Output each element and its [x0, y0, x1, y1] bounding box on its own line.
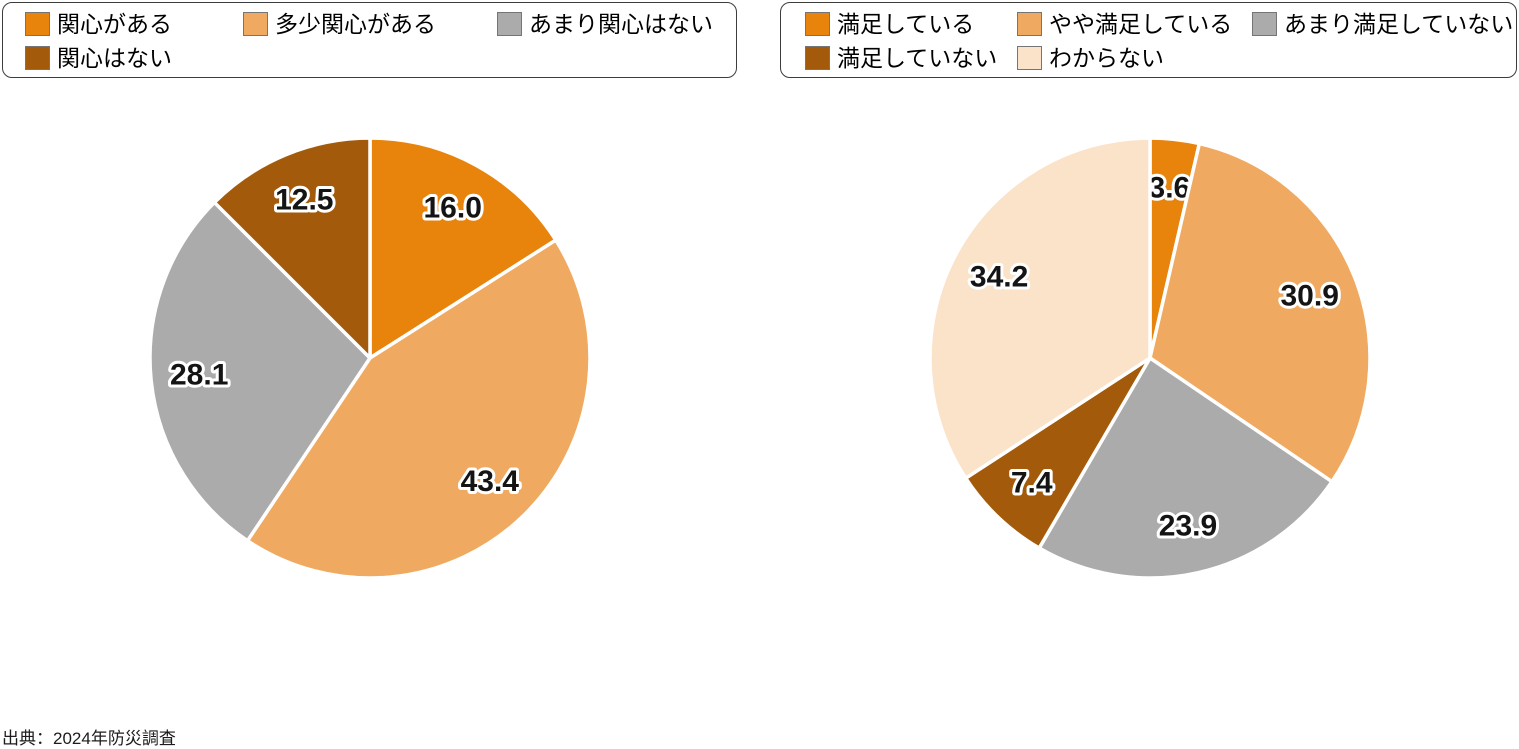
- legend-item: 満足している: [805, 12, 1017, 36]
- legend-item: わからない: [1017, 46, 1252, 70]
- pie-slice: [368, 136, 558, 360]
- pie-value-label: 23.9: [1159, 509, 1217, 542]
- legend-satisfaction: 満足している やや満足している あまり満足していない満足していない わからない: [780, 2, 1517, 78]
- pie-slice: [963, 356, 1152, 550]
- pie-value-label: 34.2: [970, 260, 1028, 293]
- pie-value-label: 3.6: [1149, 172, 1191, 205]
- pie-slice: [245, 238, 592, 580]
- pie-value-label: 7.4: [1011, 466, 1053, 499]
- legend-swatch: [243, 12, 268, 36]
- legend-swatch: [497, 12, 522, 36]
- legend-item: 関心はない: [25, 46, 243, 70]
- source-note: 出典：2024年防災調査: [2, 729, 176, 748]
- legend-swatch: [25, 46, 50, 70]
- pie-value-label: 30.9: [1281, 279, 1339, 312]
- pie-value-label: 16.0: [424, 192, 482, 225]
- legend-swatch: [1252, 12, 1277, 36]
- legend-swatch: [805, 12, 830, 36]
- legend-swatch: [1017, 46, 1042, 70]
- legend-swatch: [1017, 12, 1042, 36]
- legend-item: あまり満足していない: [1252, 12, 1516, 36]
- pie-value-label: 43.4: [461, 465, 520, 498]
- pie-slice: [212, 136, 372, 360]
- legend-label: あまり関心はない: [529, 10, 713, 37]
- legend-label: 関心はない: [57, 44, 172, 71]
- legend-item: あまり関心はない: [497, 12, 736, 36]
- legend-label: やや満足している: [1049, 10, 1233, 37]
- legend-item: 多少関心がある: [243, 12, 497, 36]
- pie-slice: [148, 200, 372, 543]
- legend-interest: 関心がある 多少関心がある あまり関心はない関心はない: [2, 2, 737, 78]
- legend-label: 満足している: [837, 10, 975, 37]
- legend-swatch: [805, 46, 830, 70]
- pie-slice: [1037, 356, 1334, 580]
- legend-item: やや満足している: [1017, 12, 1252, 36]
- legend-label: あまり満足していない: [1284, 10, 1514, 37]
- legend-label: 多少関心がある: [275, 10, 436, 37]
- legend-label: 関心がある: [57, 10, 172, 37]
- legend-swatch: [25, 12, 50, 36]
- pie-value-label: 28.1: [170, 359, 228, 392]
- pie-slice: [1148, 141, 1372, 484]
- pie-chart-satisfaction: 3.6 30.9 23.9 7.4 34.2: [928, 136, 1372, 580]
- legend-label: 満足していない: [837, 44, 998, 71]
- legend-item: 関心がある: [25, 12, 243, 36]
- pie-chart-interest: 16.0 43.4 28.1 12.5: [148, 136, 592, 580]
- legend-label: わからない: [1049, 44, 1164, 71]
- pie-slice: [928, 136, 1152, 480]
- legend-item: 満足していない: [805, 46, 1017, 70]
- pie-value-label: 12.5: [275, 184, 333, 217]
